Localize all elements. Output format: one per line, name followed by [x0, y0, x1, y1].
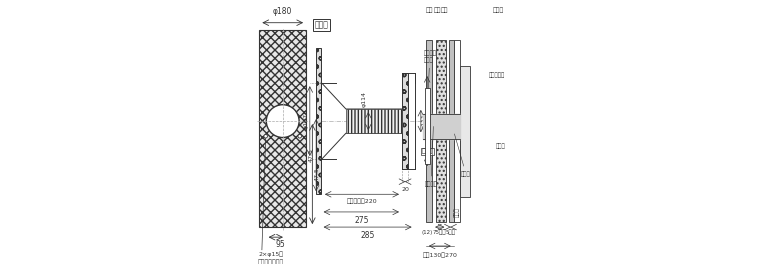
- Text: 5以上: 5以上: [446, 230, 456, 235]
- Text: パイプ用
ファン: パイプ用 ファン: [424, 50, 437, 108]
- Text: 壁厚130～270: 壁厚130～270: [422, 252, 457, 258]
- Text: 屋外側: 屋外側: [421, 149, 433, 154]
- Text: 外壁: 外壁: [441, 8, 449, 13]
- Text: 固体: 固体: [434, 8, 441, 13]
- Text: 屋外フード: 屋外フード: [489, 73, 506, 78]
- Text: （電源引出口）: （電源引出口）: [258, 260, 284, 264]
- Bar: [426, 40, 432, 222]
- Bar: [402, 73, 408, 169]
- Bar: [424, 88, 430, 164]
- Text: 通気層: 通気層: [454, 207, 460, 217]
- Text: 20: 20: [401, 187, 409, 192]
- Bar: [260, 30, 306, 227]
- Bar: [449, 40, 453, 222]
- Text: 内壁: 内壁: [426, 8, 434, 13]
- Text: φ111: φ111: [421, 113, 427, 129]
- Text: 断熱材: 断熱材: [493, 8, 504, 13]
- Text: ナット: ナット: [454, 134, 471, 177]
- Text: 47.5: 47.5: [309, 148, 313, 162]
- Text: 95: 95: [275, 240, 285, 249]
- Text: 47.5: 47.5: [315, 167, 320, 181]
- Bar: [436, 40, 446, 222]
- Text: φ180: φ180: [273, 7, 293, 16]
- Text: 285: 285: [361, 231, 375, 240]
- Bar: [453, 40, 460, 222]
- Text: (12): (12): [421, 230, 433, 235]
- Text: φ114: φ114: [362, 91, 367, 107]
- Text: 有効ネジ部220: 有効ネジ部220: [347, 198, 377, 204]
- Circle shape: [267, 105, 299, 138]
- Text: 275: 275: [354, 216, 368, 225]
- Bar: [346, 109, 402, 133]
- Text: 2×φ15穴: 2×φ15穴: [258, 251, 283, 257]
- Text: スリーブ: スリーブ: [424, 126, 437, 187]
- Text: 75以上: 75以上: [433, 230, 447, 235]
- Circle shape: [298, 134, 302, 138]
- Text: φ107: φ107: [303, 113, 309, 129]
- Text: 屋外側: 屋外側: [496, 144, 506, 149]
- Bar: [316, 48, 321, 194]
- Circle shape: [264, 134, 267, 138]
- Text: φ170: φ170: [427, 113, 433, 129]
- Text: 屋外側: 屋外側: [315, 20, 329, 29]
- Bar: [460, 65, 470, 197]
